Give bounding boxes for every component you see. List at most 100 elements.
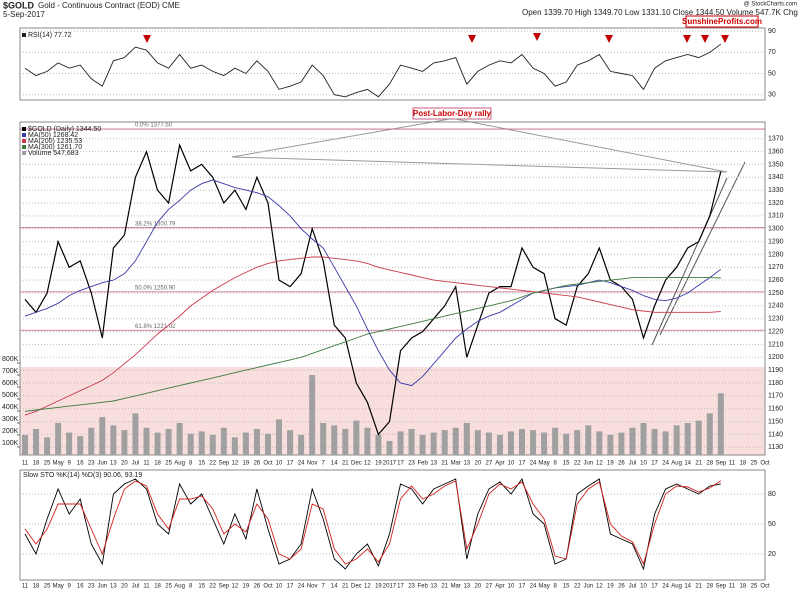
x-tick-label: 20	[121, 461, 128, 467]
x-tick-label: Apr	[495, 584, 504, 590]
volume-bar	[441, 430, 448, 455]
x-tick-label: Sep	[715, 584, 726, 590]
y-tick-label: 1230	[768, 316, 784, 323]
x-tick-label: 12	[596, 461, 603, 467]
annotation-line	[231, 118, 451, 158]
x-tick-label: 20	[474, 584, 481, 590]
legend-entry: Volume 547,683	[28, 150, 79, 157]
y-tick-label: 1140	[768, 431, 783, 438]
x-tick-label: Oct	[760, 584, 770, 590]
y-tick-label: 30	[768, 92, 776, 99]
x-tick-label: Aug	[671, 584, 682, 590]
volume-bar	[331, 425, 338, 455]
x-tick-label: Oct	[760, 461, 770, 467]
panel	[19, 121, 766, 456]
x-tick-label: 19	[243, 461, 250, 467]
legend-entry: MA(300) 1261.70	[28, 144, 82, 151]
x-tick-label: 19	[607, 584, 614, 590]
y2-tick-label: 800K	[2, 356, 19, 363]
x-tick-label: 14	[684, 461, 691, 467]
x-tick-label: 8	[553, 461, 557, 467]
x-tick-label: 15	[563, 584, 570, 590]
series-line	[24, 43, 722, 98]
x-tick-label: 15	[563, 461, 570, 467]
legend-swatch	[22, 127, 26, 131]
x-tick-label: Oct	[263, 584, 273, 590]
y-tick-label: 50	[768, 70, 776, 77]
y-tick-label: 1280	[768, 251, 784, 258]
volume-bar	[519, 428, 526, 455]
x-tick-label: May	[52, 461, 63, 467]
volume-bar	[110, 425, 117, 455]
legend-entry: MA(50) 1268.42	[28, 132, 78, 139]
y2-tick-label: 700K	[2, 368, 19, 375]
volume-bar	[430, 432, 437, 455]
volume-bar	[353, 420, 360, 455]
x-tick-label: 18	[33, 584, 40, 590]
x-tick-label: 25	[165, 584, 172, 590]
x-tick-label: Dec	[351, 584, 362, 590]
volume-bar	[287, 430, 294, 455]
y-tick-label: 1200	[768, 354, 784, 361]
volume-bar	[99, 416, 106, 455]
x-tick-label: 22	[574, 584, 581, 590]
x-tick-label: 24	[530, 461, 537, 467]
legend-swatch	[22, 133, 26, 137]
y-tick-label: 1130	[768, 444, 783, 451]
logo: SunshineProfits.com	[682, 17, 762, 26]
x-tick-label: Jul	[629, 461, 637, 467]
x-tick-label: 15	[198, 461, 205, 467]
volume-bar	[530, 430, 537, 455]
rsi-arrows	[143, 33, 729, 43]
y-tick-label: 1350	[768, 161, 784, 168]
y-tick-label: 1360	[768, 148, 784, 155]
x-tick-label: Feb	[417, 461, 428, 467]
x-tick-label: 17	[651, 461, 658, 467]
x-tick-label: 12	[364, 584, 371, 590]
x-tick-label: 13	[110, 584, 117, 590]
volume-bar	[22, 434, 28, 455]
volume-bar	[496, 434, 503, 455]
x-tick-label: Aug	[671, 461, 682, 467]
volume-bar	[309, 375, 316, 455]
y-tick-label: 1150	[768, 418, 783, 425]
x-tick-label: 21	[342, 461, 349, 467]
x-tick-label: 21	[695, 584, 702, 590]
y-tick-label: 90	[768, 28, 776, 35]
volume-bar	[364, 427, 371, 455]
volume-bar	[695, 420, 702, 455]
volume-bar	[607, 434, 614, 455]
y2-tick-label: 500K	[2, 392, 19, 399]
x-tick-label: 11	[143, 461, 150, 467]
x-tick-label: 20	[121, 584, 128, 590]
y-tick-label: 70	[768, 49, 776, 56]
volume-bar	[452, 427, 459, 455]
x-tick-label: 15	[198, 584, 205, 590]
x-tick-label: 13	[463, 584, 470, 590]
volume-bar	[386, 440, 393, 455]
x-tick-label: 16	[77, 584, 84, 590]
x-tick-label: 17	[287, 461, 294, 467]
x-tick-label: 13	[463, 461, 470, 467]
x-tick-label: 21	[695, 461, 702, 467]
x-tick-label: 24	[530, 584, 537, 590]
x-tick-label: Sep	[218, 584, 229, 590]
quote: Open 1339.70 High 1349.70 Low 1331.10 Cl…	[522, 8, 800, 17]
x-tick-label: 12	[364, 461, 371, 467]
y-tick-label: 1320	[768, 200, 784, 207]
x-tick-label: 17	[397, 461, 404, 467]
x-tick-label: Sep	[218, 461, 229, 467]
fib-label: 0.0% 1377.50	[135, 123, 173, 129]
volume-bar	[375, 434, 382, 455]
volume-bar	[541, 432, 548, 455]
volume-bar	[132, 413, 139, 455]
volume-bar	[574, 430, 581, 455]
y-tick-label: 1340	[768, 174, 784, 181]
y2-tick-label: 100K	[2, 440, 19, 447]
y-tick-label: 1290	[768, 238, 784, 245]
x-tick-label: 25	[751, 461, 758, 467]
series-line	[24, 143, 722, 436]
volume-bar	[187, 433, 194, 455]
